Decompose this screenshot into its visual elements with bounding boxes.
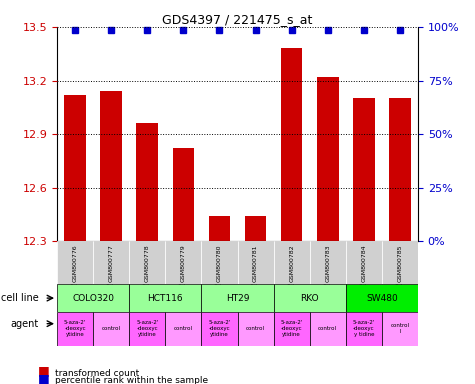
Text: GSM800785: GSM800785 xyxy=(398,244,402,281)
Text: RKO: RKO xyxy=(300,294,319,303)
FancyBboxPatch shape xyxy=(129,312,165,346)
Text: cell line: cell line xyxy=(1,293,39,303)
FancyBboxPatch shape xyxy=(165,242,201,284)
Text: HCT116: HCT116 xyxy=(147,294,183,303)
Text: GSM800782: GSM800782 xyxy=(289,244,294,282)
Text: control: control xyxy=(102,326,121,331)
Text: percentile rank within the sample: percentile rank within the sample xyxy=(55,376,208,384)
FancyBboxPatch shape xyxy=(310,242,346,284)
Text: control: control xyxy=(246,326,265,331)
Bar xyxy=(100,91,122,384)
Text: GSM800783: GSM800783 xyxy=(325,244,330,282)
Text: GSM800778: GSM800778 xyxy=(145,244,150,282)
FancyBboxPatch shape xyxy=(238,312,274,346)
Text: GSM800777: GSM800777 xyxy=(109,244,114,282)
FancyBboxPatch shape xyxy=(382,242,418,284)
Bar xyxy=(353,98,375,384)
Text: GSM800781: GSM800781 xyxy=(253,244,258,281)
Text: agent: agent xyxy=(11,319,39,329)
Text: 5-aza-2'
-deoxyc
ytidine: 5-aza-2' -deoxyc ytidine xyxy=(64,320,86,337)
Text: ■: ■ xyxy=(38,364,50,377)
FancyBboxPatch shape xyxy=(346,312,382,346)
FancyBboxPatch shape xyxy=(165,312,201,346)
FancyBboxPatch shape xyxy=(382,312,418,346)
Bar xyxy=(209,216,230,384)
Text: 5-aza-2'
-deoxyc
ytidine: 5-aza-2' -deoxyc ytidine xyxy=(208,320,231,337)
FancyBboxPatch shape xyxy=(201,284,274,312)
Text: ■: ■ xyxy=(38,372,50,384)
Bar xyxy=(389,98,411,384)
FancyBboxPatch shape xyxy=(274,284,346,312)
FancyBboxPatch shape xyxy=(346,284,418,312)
Text: GSM800784: GSM800784 xyxy=(361,244,366,282)
Bar xyxy=(136,123,158,384)
Bar xyxy=(64,95,86,384)
Text: 5-aza-2'
-deoxyc
y tidine: 5-aza-2' -deoxyc y tidine xyxy=(352,320,375,337)
Text: 5-aza-2'
-deoxyc
ytidine: 5-aza-2' -deoxyc ytidine xyxy=(136,320,159,337)
Text: control: control xyxy=(174,326,193,331)
FancyBboxPatch shape xyxy=(57,242,93,284)
FancyBboxPatch shape xyxy=(93,242,129,284)
Bar xyxy=(317,77,339,384)
Text: HT29: HT29 xyxy=(226,294,249,303)
Text: COLO320: COLO320 xyxy=(72,294,114,303)
FancyBboxPatch shape xyxy=(57,312,93,346)
Text: control
 l: control l xyxy=(390,323,409,334)
Text: GSM800779: GSM800779 xyxy=(181,244,186,282)
Text: SW480: SW480 xyxy=(366,294,398,303)
FancyBboxPatch shape xyxy=(274,242,310,284)
FancyBboxPatch shape xyxy=(274,312,310,346)
FancyBboxPatch shape xyxy=(129,242,165,284)
Title: GDS4397 / 221475_s_at: GDS4397 / 221475_s_at xyxy=(162,13,313,26)
Text: transformed count: transformed count xyxy=(55,369,139,377)
FancyBboxPatch shape xyxy=(57,284,129,312)
FancyBboxPatch shape xyxy=(129,284,201,312)
FancyBboxPatch shape xyxy=(346,242,382,284)
FancyBboxPatch shape xyxy=(310,312,346,346)
Bar xyxy=(245,216,266,384)
FancyBboxPatch shape xyxy=(201,242,238,284)
Text: GSM800776: GSM800776 xyxy=(73,244,77,282)
Text: GSM800780: GSM800780 xyxy=(217,244,222,281)
FancyBboxPatch shape xyxy=(201,312,238,346)
Text: control: control xyxy=(318,326,337,331)
FancyBboxPatch shape xyxy=(93,312,129,346)
FancyBboxPatch shape xyxy=(238,242,274,284)
Bar xyxy=(172,149,194,384)
Text: 5-aza-2'
-deoxyc
ytidine: 5-aza-2' -deoxyc ytidine xyxy=(280,320,303,337)
Bar xyxy=(281,48,303,384)
